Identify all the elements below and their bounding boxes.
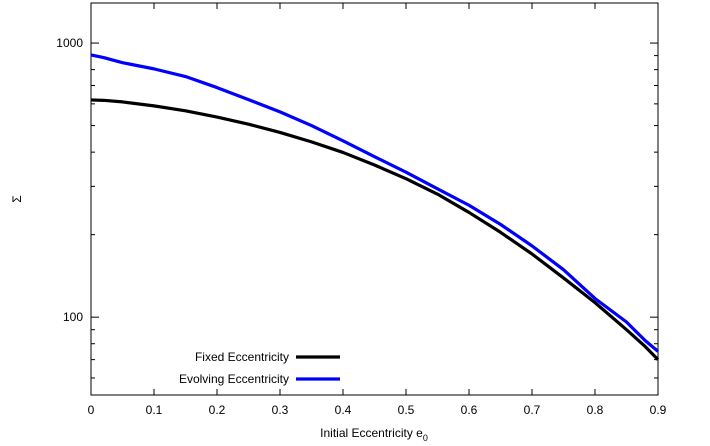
y-tick-label: 1000 — [56, 36, 83, 50]
x-tick-label: 0.5 — [398, 403, 415, 417]
x-tick-label: 0.4 — [335, 403, 352, 417]
evolving-eccentricity-line — [90, 53, 660, 353]
fixed-eccentricity-line — [90, 98, 660, 361]
x-tick-label: 0.7 — [524, 403, 541, 417]
y-tick-label: 100 — [63, 310, 83, 324]
x-axis-ticks: 0 0.1 0.2 0.3 0.4 0.5 0.6 0.7 0.8 0.9 — [88, 3, 667, 417]
legend-label-evolving-eccentricity: Evolving Eccentricity — [179, 372, 289, 386]
x-tick-label: 0.1 — [146, 403, 163, 417]
x-tick-label: 0.3 — [272, 403, 289, 417]
legend-label-fixed-eccentricity: Fixed Eccentricity — [195, 350, 289, 364]
x-tick-label: 0.2 — [209, 403, 226, 417]
plot-frame — [90, 2, 659, 396]
legend: Fixed Eccentricity Evolving Eccentricity — [179, 350, 340, 386]
x-tick-label: 0.8 — [587, 403, 604, 417]
series-lines — [90, 53, 660, 361]
x-tick-label: 0 — [88, 403, 95, 417]
x-tick-label: 0.9 — [650, 403, 667, 417]
x-axis-label: Initial Eccentricity e0 — [320, 426, 428, 443]
y-axis-ticks: 100 1000 — [56, 36, 658, 379]
x-tick-label: 0.6 — [461, 403, 478, 417]
y-axis-label: Σ — [10, 195, 24, 202]
